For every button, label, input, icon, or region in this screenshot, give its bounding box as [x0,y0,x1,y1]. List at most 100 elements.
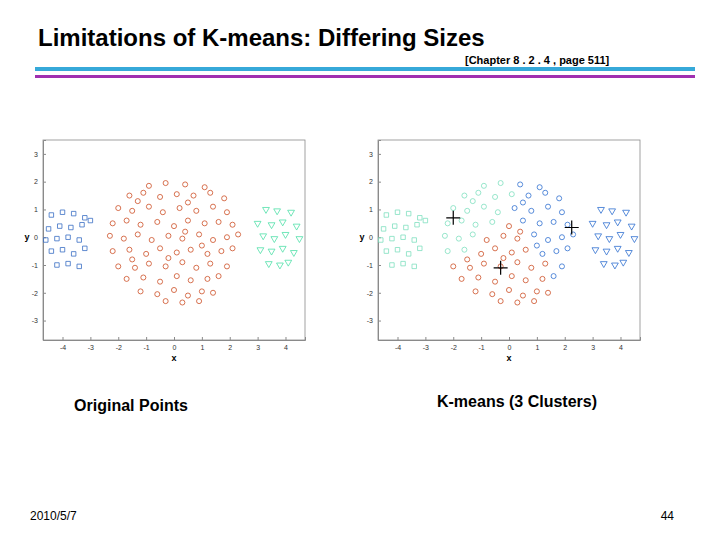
point-marker [551,274,556,279]
x-tick: 1 [200,337,204,351]
point-marker [163,299,168,304]
point-marker [529,208,534,213]
point-marker [121,236,126,241]
y-axis-title: y [359,232,364,242]
x-tick: -2 [451,337,457,351]
x-tick-label: 0 [173,344,177,351]
point-marker [614,220,621,226]
slide-date: 2010/5/7 [30,509,77,523]
point-marker [110,249,115,254]
point-marker [509,192,514,197]
point-marker [545,204,550,209]
point-marker [110,221,115,226]
point-marker [501,256,506,261]
point-marker [473,222,478,227]
point-marker [80,222,84,226]
point-marker [537,185,542,190]
point-marker [532,299,537,304]
slide-page-number: 44 [661,509,675,523]
point-marker [479,251,484,256]
slide-canvas: Limitations of K-means: Differing Sizes[… [0,0,720,540]
y-tick: -2 [32,290,46,297]
point-marker [473,289,478,294]
chart: -4-3-2-101234-3-2-10123xyK-means (3 Clus… [359,140,640,410]
point-marker [155,219,160,224]
point-marker [205,276,210,281]
point-marker [617,232,624,238]
point-marker [197,232,202,237]
point-marker [384,249,388,253]
y-tick-mark [43,209,46,210]
point-marker [423,218,427,222]
x-tick-label: 3 [256,344,260,351]
point-marker [518,182,523,187]
point-marker [526,193,531,198]
point-marker [543,190,548,195]
y-tick-label: -3 [367,317,373,324]
point-marker [144,251,149,256]
point-marker [224,235,229,240]
point-marker [285,260,292,266]
x-tick-label: 4 [619,344,623,351]
header-rule-purple [35,75,695,78]
point-marker [210,204,215,209]
point-marker [158,194,163,199]
point-marker [545,290,550,295]
y-tick-mark [43,182,46,183]
point-marker [476,190,481,195]
point-marker [130,257,135,262]
point-marker [132,265,137,270]
point-marker [46,227,50,231]
point-marker [127,247,132,252]
point-marker [554,249,559,254]
x-tick: 2 [563,337,567,351]
y-tick-label: -1 [367,262,373,269]
series [254,207,303,268]
point-marker [509,274,514,279]
point-marker [559,210,564,215]
x-tick: -1 [144,337,150,351]
y-tick-label: 2 [369,178,373,185]
point-marker [537,221,542,226]
point-marker [459,276,464,281]
point-marker [194,265,199,270]
y-tick-mark [378,293,381,294]
point-marker [202,221,207,226]
point-marker [476,275,481,280]
point-marker [205,251,210,256]
point-marker [606,237,613,243]
point-marker [418,246,422,250]
point-marker [523,247,528,252]
point-marker [88,218,92,222]
x-tick: 2 [228,337,232,351]
point-marker [158,279,163,284]
y-tick-label: 1 [34,206,38,213]
point-marker [481,261,486,266]
point-marker [155,292,160,297]
point-marker [381,227,385,231]
point-marker [395,247,399,251]
centroid-marker [565,221,579,235]
y-tick-mark [43,293,46,294]
point-marker [557,196,562,201]
point-marker [174,274,179,279]
point-marker [282,232,289,238]
point-marker [185,218,190,223]
point-marker [146,183,151,188]
y-tick-label: 3 [34,151,38,158]
x-tick-mark [230,337,231,340]
point-marker [183,182,188,187]
point-marker [210,237,215,242]
point-marker [412,264,416,268]
point-marker [265,262,272,268]
x-tick-label: -4 [395,344,401,351]
x-tick-label: 1 [535,344,539,351]
y-tick-mark [378,154,381,155]
point-marker [493,246,498,251]
series [589,207,638,268]
point-marker [166,233,171,238]
chart-caption: K-means (3 Clusters) [437,393,597,410]
centroid-marker [494,261,508,275]
point-marker [520,218,525,223]
point-marker [66,235,70,239]
